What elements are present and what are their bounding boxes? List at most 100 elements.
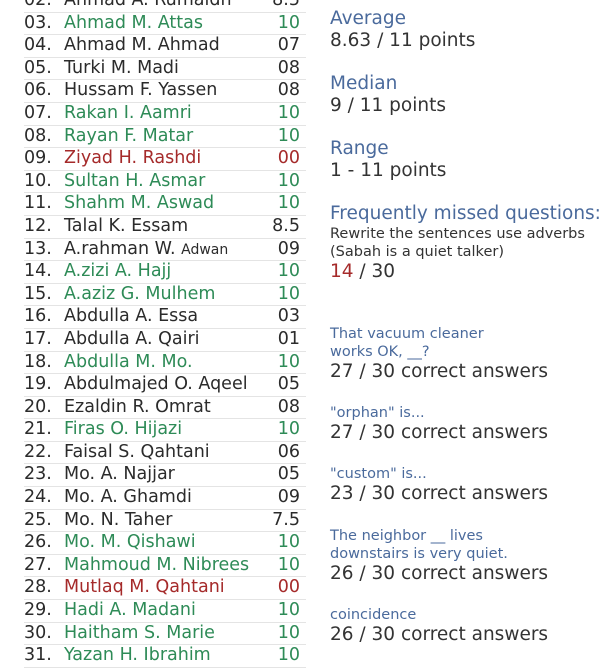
student-score: 05 [277, 374, 300, 395]
range-stat: Range 1 - 11 points [330, 138, 446, 182]
question-item: coincidence 26 / 30 correct answers [330, 606, 548, 646]
question-score: 27 / 30 correct answers [330, 422, 549, 443]
range-value: 1 - 11 points [330, 160, 447, 181]
student-name: Abdulla M. Mo. [64, 352, 193, 373]
roster-row: 23. Mo. A. Najjar 05 [24, 464, 306, 488]
student-name-text: Abdulla A. Qairi [64, 328, 200, 349]
roster-row: 03. Ahmad M. Attas 10 [24, 13, 306, 36]
roster-row: 21. Firas O. Hijazi 10 [24, 419, 306, 442]
question-text: coincidence [330, 607, 417, 623]
roster-row: 08. Rayan F. Matar 10 [24, 126, 306, 149]
student-name: Ahmad M. Attas [64, 13, 203, 34]
student-score: 00 [277, 577, 300, 598]
student-name-text: A.zizi A. Hajj [64, 261, 172, 282]
student-name-text: Firas O. Hijazi [64, 419, 183, 440]
student-score: 10 [277, 261, 300, 282]
range-label: Range [330, 138, 389, 159]
student-score: 07 [277, 35, 300, 56]
student-name: Ahmad A. Rumaidh [64, 0, 232, 11]
question-item: "custom" is... 23 / 30 correct answers [330, 465, 548, 505]
student-score: 8.5 [272, 0, 300, 10]
roster-row: 11. Shahm M. Aswad 10 [24, 193, 306, 216]
roster-row: 22. Faisal S. Qahtani 06 [24, 442, 306, 465]
question-score: 26 / 30 correct answers [330, 624, 549, 645]
average-label: Average [330, 8, 406, 29]
student-name: Mo. N. Taher [64, 510, 172, 531]
median-label: Median [330, 73, 398, 94]
student-name-text: Ahmad M. Ahmad [64, 35, 220, 56]
student-name: Ahmad M. Ahmad [64, 35, 220, 56]
student-name: Firas O. Hijazi [64, 419, 182, 440]
question-score: 26 / 30 correct answers [330, 563, 549, 584]
row-number: 08. [24, 125, 52, 146]
roster-row: 25. Mo. N. Taher 7.5 [24, 510, 306, 533]
student-name-text: Sultan H. Asmar [64, 170, 206, 191]
student-name: A.rahman W. Adwan [64, 239, 228, 261]
roster-row: 26. Mo. M. Qishawi 10 [24, 532, 306, 555]
frequently-missed-question: Rewrite the sentences use adverbs (Sabah… [330, 226, 585, 260]
roster-row: 28. Mutlaq M. Qahtani 00 [24, 577, 306, 601]
student-score: 01 [277, 328, 300, 349]
row-number: 20. [24, 396, 52, 417]
student-name-text: Hussam F. Yassen [64, 80, 218, 101]
roster-row: 14. A.zizi A. Hajj 10 [24, 261, 306, 284]
frequently-missed-score: 14 / 30 [330, 261, 610, 283]
row-number: 12. [24, 215, 52, 236]
student-name-text: Haitham S. Marie [64, 622, 215, 643]
student-score: 06 [277, 441, 300, 462]
question-score: 23 / 30 correct answers [330, 483, 549, 504]
student-name-text: Mo. M. Qishawi [64, 532, 196, 553]
student-name: Mo. A. Najjar [64, 464, 175, 485]
row-number: 26. [24, 532, 52, 553]
row-number: 16. [24, 306, 52, 327]
student-name: Rakan I. Aamri [64, 103, 192, 124]
student-name-text: Mo. A. Ghamdi [64, 487, 192, 508]
row-number: 28. [24, 577, 52, 598]
student-name-text: Turki M. Madi [64, 57, 179, 78]
student-score: 08 [277, 80, 300, 101]
roster-row: 18. Abdulla M. Mo. 10 [24, 352, 306, 375]
row-number: 15. [24, 283, 52, 304]
roster-row: 09. Ziyad H. Rashdi 00 [24, 148, 306, 171]
roster-row: 15. A.aziz G. Mulhem 10 [24, 284, 306, 307]
row-number: 21. [24, 419, 52, 440]
roster-row: 31. Yazan H. Ibrahim 10 [24, 645, 306, 668]
student-score: 10 [277, 283, 300, 304]
row-number: 09. [24, 148, 52, 169]
student-name-text: Shahm M. Aswad [64, 193, 215, 214]
row-number: 04. [24, 35, 52, 56]
student-name: Shahm M. Aswad [64, 193, 214, 214]
student-name: Mutlaq M. Qahtani [64, 577, 225, 598]
student-name: Talal K. Essam [64, 216, 188, 237]
roster-row: 19. Abdulmajed O. Aqeel 05 [24, 374, 306, 397]
roster-row: 06. Hussam F. Yassen 08 [24, 80, 306, 103]
student-score: 03 [277, 306, 300, 327]
row-number: 27. [24, 554, 52, 575]
median-stat: Median 9 / 11 points [330, 73, 446, 117]
student-name-text: Abdulla M. Mo. [64, 351, 193, 372]
student-name-text: A.aziz G. Mulhem [64, 283, 216, 304]
student-name: Faisal S. Qahtani [64, 442, 210, 463]
student-name-text: Rakan I. Aamri [64, 102, 192, 123]
roster-row: 16. Abdulla A. Essa 03 [24, 306, 306, 329]
student-name-text: Mo. A. Najjar [64, 464, 175, 485]
student-name-text: Mahmoud M. Nibrees [64, 554, 250, 575]
average-stat: Average 8.63 / 11 points [330, 8, 475, 52]
student-name-text: Talal K. Essam [64, 215, 189, 236]
student-score: 10 [277, 554, 300, 575]
student-score: 7.5 [272, 509, 300, 530]
question-item: That vacuum cleaner works OK, __? 27 / 3… [330, 325, 548, 383]
row-number: 31. [24, 645, 52, 666]
row-number: 25. [24, 509, 52, 530]
row-number: 14. [24, 261, 52, 282]
roster-row: 10. Sultan H. Asmar 10 [24, 171, 306, 194]
student-score: 10 [277, 419, 300, 440]
student-score: 05 [277, 464, 300, 485]
student-name-text: Abdulla A. Essa [64, 306, 199, 327]
student-name: Hussam F. Yassen [64, 80, 217, 101]
row-number: 07. [24, 102, 52, 123]
frequently-missed-section: Frequently missed questions: Rewrite the… [330, 203, 610, 283]
student-score: 09 [277, 238, 300, 259]
student-name: Mahmoud M. Nibrees [64, 555, 249, 576]
student-score: 10 [277, 532, 300, 553]
